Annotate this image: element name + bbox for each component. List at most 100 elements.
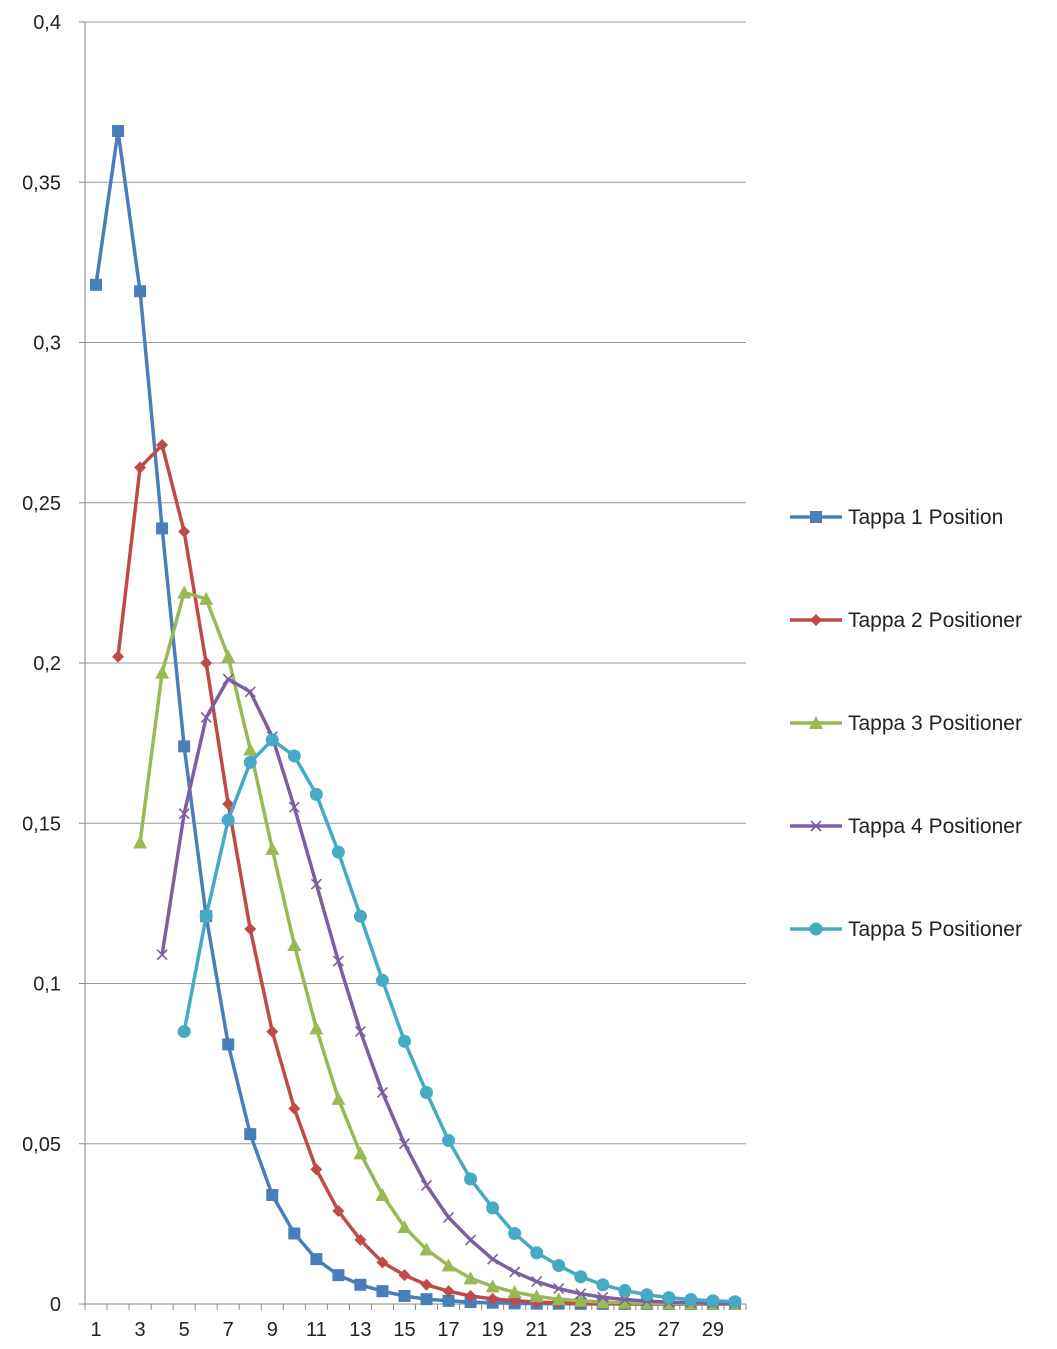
- data-point: [442, 1211, 455, 1224]
- data-point: [619, 1293, 631, 1306]
- legend-label: Tappa 5 Positioner: [848, 918, 1022, 941]
- data-point: [288, 1227, 301, 1240]
- x-tick-label: 23: [570, 1319, 592, 1341]
- data-point: [288, 1102, 301, 1115]
- data-point: [354, 1278, 367, 1291]
- data-point: [288, 801, 300, 813]
- series-2: [112, 439, 741, 1310]
- series-5: [177, 733, 742, 1309]
- data-point: [597, 1291, 609, 1303]
- data-point: [397, 1220, 412, 1234]
- data-point: [332, 955, 344, 967]
- y-tick-label: 0: [50, 1294, 61, 1316]
- data-point: [200, 657, 213, 669]
- y-tick-label: 0,15: [22, 813, 61, 835]
- data-point: [530, 1246, 544, 1260]
- data-point: [331, 845, 345, 859]
- legend-item: Tappa 1 Position: [790, 506, 1003, 529]
- data-point: [420, 1293, 433, 1306]
- series-line: [116, 443, 735, 1306]
- data-point: [331, 1091, 346, 1105]
- data-point: [309, 787, 323, 801]
- data-point: [199, 909, 213, 923]
- gridlines: [85, 21, 746, 1145]
- data-point: [574, 1270, 588, 1284]
- data-point: [375, 973, 389, 987]
- data-point: [134, 461, 147, 474]
- data-point: [155, 665, 170, 679]
- y-tick-label: 0,05: [22, 1134, 61, 1156]
- data-point: [353, 1146, 368, 1160]
- data-point: [662, 1291, 676, 1305]
- data-point: [244, 923, 257, 936]
- data-point: [420, 1278, 433, 1291]
- data-point: [353, 909, 367, 923]
- y-tick-label: 0,2: [33, 653, 61, 675]
- series-group: [90, 124, 742, 1310]
- data-point: [375, 1188, 390, 1202]
- data-point: [178, 808, 190, 820]
- data-point: [222, 798, 235, 811]
- data-point: [397, 1034, 411, 1048]
- data-point: [222, 673, 234, 685]
- legend-item: Tappa 2 Positioner: [790, 609, 1022, 632]
- data-point: [573, 1293, 588, 1307]
- data-point: [420, 1179, 433, 1191]
- data-point: [133, 835, 148, 849]
- data-point: [354, 1233, 367, 1246]
- data-point: [529, 1289, 544, 1303]
- data-point: [244, 1128, 257, 1141]
- data-point: [441, 1258, 456, 1272]
- data-point: [508, 1226, 522, 1240]
- data-point: [728, 1295, 742, 1309]
- data-point: [553, 1283, 565, 1295]
- data-point: [419, 1242, 434, 1256]
- legend-label: Tappa 3 Positioner: [848, 712, 1022, 735]
- x-tick-label: 11: [306, 1319, 327, 1341]
- data-point: [465, 1234, 477, 1246]
- x-tick-label: 19: [481, 1319, 503, 1341]
- data-point: [551, 1292, 566, 1306]
- data-point: [266, 1025, 279, 1038]
- data-point: [596, 1278, 610, 1292]
- legend-item: Tappa 4 Positioner: [790, 815, 1022, 838]
- data-point: [266, 1189, 279, 1202]
- x-tick-label: 17: [437, 1319, 459, 1341]
- y-tick-label: 0,1: [33, 974, 61, 996]
- data-point: [287, 938, 302, 952]
- data-point: [617, 1295, 632, 1309]
- series-1: [90, 124, 741, 1310]
- x-tick-label: 7: [223, 1319, 234, 1341]
- data-point: [354, 1026, 366, 1038]
- data-point: [618, 1284, 632, 1298]
- y-tick-label: 0,35: [22, 172, 61, 194]
- data-point: [244, 686, 256, 698]
- y-axis-tick-labels: 0 0,05 0,1 0,15 0,2 0,25 0,3 0,35 0,4: [22, 12, 61, 1316]
- data-point: [442, 1285, 455, 1298]
- data-point: [112, 124, 125, 137]
- legend: Tappa 1 Position Tappa 2 Positioner Tappa …: [790, 506, 1022, 941]
- data-point: [509, 1266, 521, 1278]
- data-point: [531, 1275, 543, 1288]
- data-point: [684, 1293, 698, 1307]
- data-point: [287, 749, 301, 763]
- y-tick-label: 0,3: [33, 333, 61, 355]
- data-point: [706, 1294, 720, 1308]
- legend-marker: [809, 922, 823, 936]
- data-point: [420, 1085, 434, 1099]
- data-point: [156, 522, 169, 535]
- x-tick-label: 1: [90, 1319, 101, 1341]
- data-point: [112, 650, 125, 663]
- data-point: [178, 740, 191, 753]
- data-point: [90, 278, 103, 291]
- data-point: [243, 755, 257, 769]
- data-point: [376, 1256, 389, 1269]
- data-point: [310, 878, 322, 890]
- data-point: [464, 1172, 478, 1186]
- data-point: [243, 742, 258, 756]
- data-point: [486, 1292, 499, 1305]
- x-tick-label: 21: [526, 1319, 548, 1341]
- y-tick-label: 0,25: [22, 493, 61, 515]
- data-point: [178, 525, 191, 538]
